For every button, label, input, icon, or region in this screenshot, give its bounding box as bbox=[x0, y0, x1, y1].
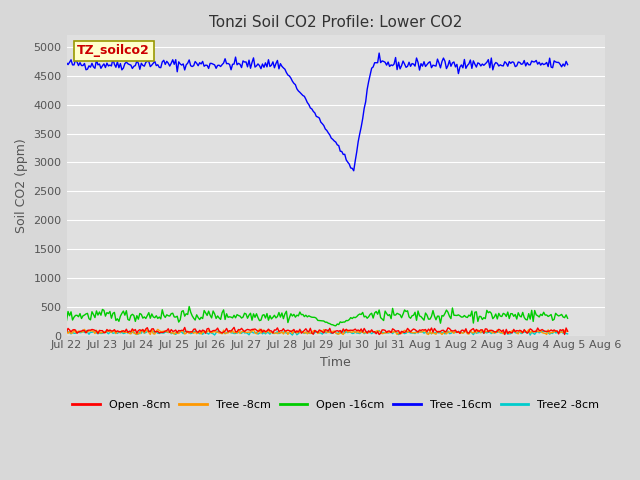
Legend: Open -8cm, Tree -8cm, Open -16cm, Tree -16cm, Tree2 -8cm: Open -8cm, Tree -8cm, Open -16cm, Tree -… bbox=[68, 395, 604, 414]
X-axis label: Time: Time bbox=[321, 356, 351, 369]
Title: Tonzi Soil CO2 Profile: Lower CO2: Tonzi Soil CO2 Profile: Lower CO2 bbox=[209, 15, 463, 30]
Text: TZ_soilco2: TZ_soilco2 bbox=[77, 44, 150, 57]
Y-axis label: Soil CO2 (ppm): Soil CO2 (ppm) bbox=[15, 138, 28, 233]
